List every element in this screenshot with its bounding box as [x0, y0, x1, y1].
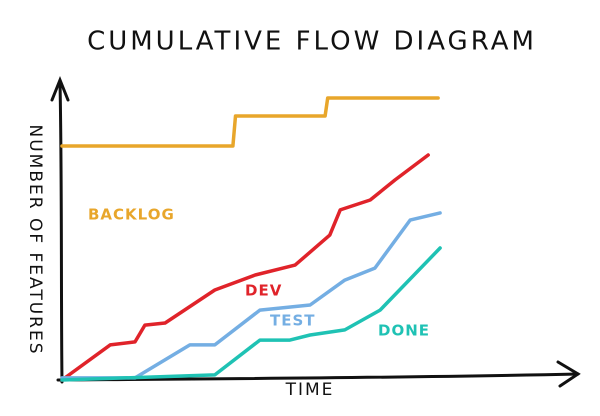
series-label: BACKLOG [88, 206, 175, 224]
plot-area: BACKLOG DEV TEST DONE [60, 96, 442, 382]
series-line [60, 96, 440, 148]
series-line [60, 153, 430, 382]
series-label: TEST [270, 312, 316, 330]
axes [50, 75, 581, 388]
x-axis-arrow [556, 360, 581, 388]
series-label: DEV [245, 282, 282, 300]
y-axis-arrow [50, 75, 70, 102]
series-line [60, 246, 442, 382]
series-line [60, 211, 442, 380]
series-label: DONE [378, 322, 430, 340]
y-axis-label: NUMBER OF FEATURES [25, 124, 45, 355]
y-axis [58, 80, 64, 384]
x-axis-label: TIME [285, 380, 335, 400]
chart-title: CUMULATIVE FLOW DIAGRAM [87, 27, 537, 57]
